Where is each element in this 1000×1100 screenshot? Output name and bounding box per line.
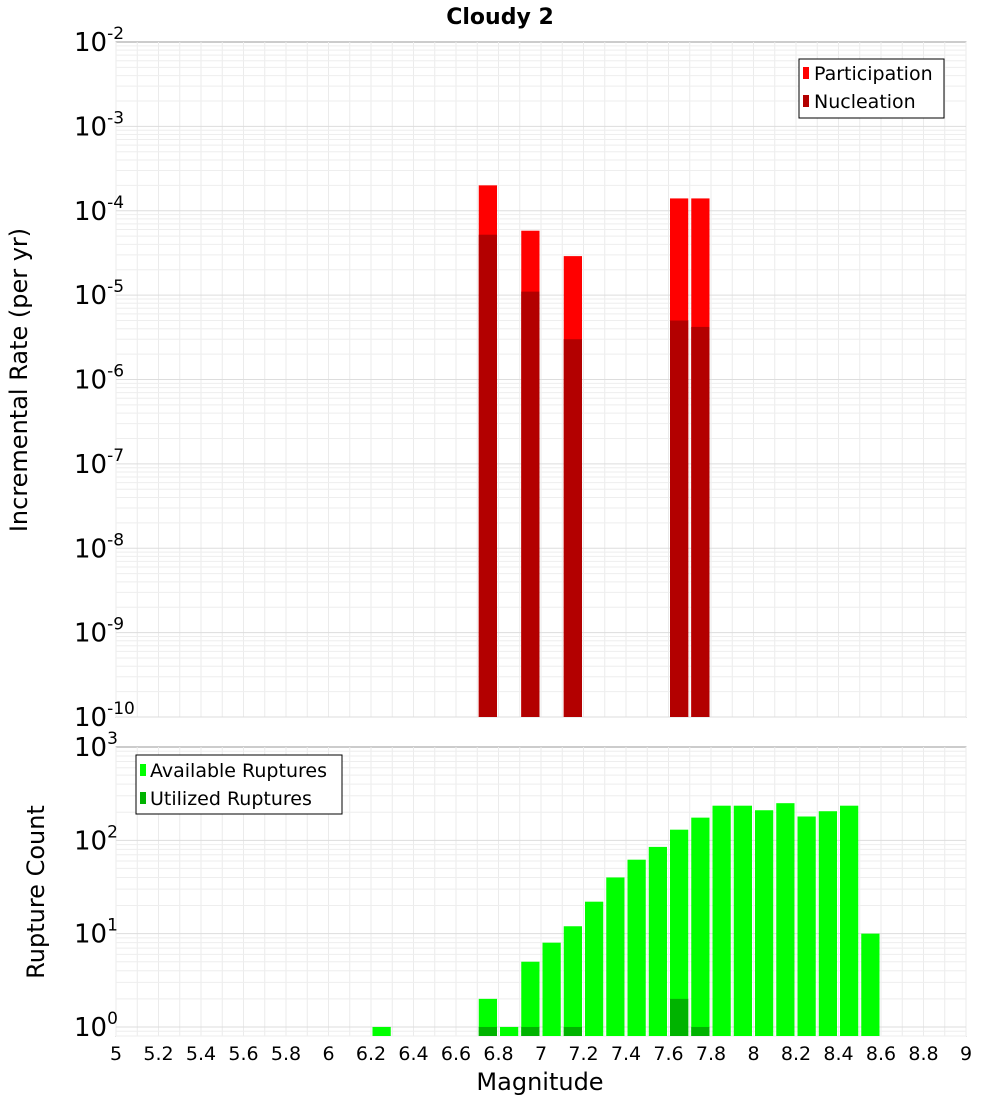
rate-y-axis-label: Incremental Rate (per yr) xyxy=(5,228,33,532)
rupture-count-panel: 100 101 102 103 5 5.2 5.4 5.6 5.8 6 6.2 6.4 6.6 6.8 7… xyxy=(22,729,972,1096)
bar-utilized-ruptures xyxy=(478,1026,497,1036)
rate-legend-box xyxy=(798,58,945,119)
bar-available-ruptures xyxy=(627,859,646,1036)
x-tick-label: 6.8 xyxy=(483,1043,513,1065)
y-tick-label: 10-9 xyxy=(74,615,124,649)
legend-swatch-nucleation xyxy=(803,95,809,107)
bar-available-ruptures xyxy=(648,846,667,1036)
rate-panel: 10-10 10-9 10-8 10-7 10-6 10-5 10-4 10-3 10-2 In… xyxy=(5,24,967,733)
bar-nucleation xyxy=(563,339,582,717)
y-tick-label: 10-3 xyxy=(74,108,124,142)
x-tick-label: 6.6 xyxy=(441,1043,471,1065)
x-tick-label: 5.6 xyxy=(228,1043,258,1065)
y-tick-label: 10-6 xyxy=(74,362,124,396)
legend-swatch-participation xyxy=(803,67,809,79)
y-tick-label: 10-10 xyxy=(74,699,135,733)
bar-available-ruptures xyxy=(712,805,731,1036)
rate-gridlines xyxy=(115,42,967,718)
y-tick-label: 100 xyxy=(74,1009,118,1043)
rate-y-ticks: 10-10 10-9 10-8 10-7 10-6 10-5 10-4 10-3 10-2 xyxy=(74,24,135,733)
y-tick-label: 101 xyxy=(74,916,118,950)
bar-available-ruptures xyxy=(521,961,540,1036)
bar-utilized-ruptures xyxy=(521,1026,540,1036)
legend-label-nucleation: Nucleation xyxy=(814,91,916,113)
x-tick-label: 8.4 xyxy=(823,1043,853,1065)
x-tick-label: 8.8 xyxy=(908,1043,938,1065)
rupture-count-y-axis-label: Rupture Count xyxy=(22,805,50,979)
bar-available-ruptures xyxy=(818,811,837,1036)
y-tick-label: 10-5 xyxy=(74,277,124,311)
x-tick-label: 7 xyxy=(535,1043,547,1065)
bar-nucleation xyxy=(670,320,689,717)
legend-label-available: Available Ruptures xyxy=(150,760,327,782)
bar-available-ruptures xyxy=(861,933,880,1036)
x-tick-label: 5 xyxy=(110,1043,122,1065)
bar-available-ruptures xyxy=(542,942,561,1036)
bar-available-ruptures xyxy=(755,810,774,1036)
bar-available-ruptures xyxy=(670,829,689,1036)
x-tick-label: 9 xyxy=(960,1043,972,1065)
bar-utilized-ruptures xyxy=(691,1026,710,1036)
y-tick-label: 102 xyxy=(74,822,118,856)
rate-bars xyxy=(478,185,710,718)
rupture-count-legend-box xyxy=(135,754,343,815)
bar-available-ruptures xyxy=(606,877,625,1036)
legend-swatch-available xyxy=(140,764,146,776)
bar-available-ruptures xyxy=(776,803,795,1036)
bar-available-ruptures xyxy=(691,817,710,1036)
bar-available-ruptures xyxy=(500,1026,519,1036)
bar-available-ruptures xyxy=(733,805,752,1036)
x-tick-label: 5.8 xyxy=(271,1043,301,1065)
legend-label-utilized: Utilized Ruptures xyxy=(150,788,312,810)
bar-utilized-ruptures xyxy=(670,998,689,1036)
x-tick-label: 8 xyxy=(747,1043,759,1065)
bar-available-ruptures xyxy=(372,1026,391,1036)
y-tick-label: 10-4 xyxy=(74,193,124,227)
x-tick-label: 6.4 xyxy=(398,1043,428,1065)
y-tick-label: 103 xyxy=(74,729,118,763)
magnitude-x-ticks: 5 5.2 5.4 5.6 5.8 6 6.2 6.4 6.6 6.8 7 7.2 7.4 7.6 7.8 8… xyxy=(110,1043,972,1065)
bar-available-ruptures xyxy=(797,816,816,1036)
x-tick-label: 7.2 xyxy=(568,1043,598,1065)
x-tick-label: 7.4 xyxy=(611,1043,641,1065)
bar-nucleation xyxy=(478,234,497,717)
bar-available-ruptures xyxy=(840,805,859,1036)
x-tick-label: 7.6 xyxy=(653,1043,683,1065)
x-tick-label: 8.2 xyxy=(781,1043,811,1065)
x-tick-label: 7.8 xyxy=(696,1043,726,1065)
x-tick-label: 5.4 xyxy=(186,1043,216,1065)
x-tick-label: 6 xyxy=(322,1043,334,1065)
x-tick-label: 8.6 xyxy=(866,1043,896,1065)
magnitude-x-axis-label: Magnitude xyxy=(476,1068,603,1096)
rupture-count-legend: Available Ruptures Utilized Ruptures xyxy=(135,754,343,815)
bar-nucleation xyxy=(521,291,540,717)
bar-nucleation xyxy=(691,326,710,717)
legend-label-participation: Participation xyxy=(814,63,933,85)
rupture-count-y-ticks: 100 101 102 103 xyxy=(74,729,118,1043)
bar-utilized-ruptures xyxy=(563,1026,582,1036)
rate-legend: Participation Nucleation xyxy=(798,58,945,119)
y-tick-label: 10-8 xyxy=(74,530,124,564)
x-tick-label: 6.2 xyxy=(356,1043,386,1065)
legend-swatch-utilized xyxy=(140,792,146,804)
bar-available-ruptures xyxy=(478,998,497,1036)
y-tick-label: 10-2 xyxy=(74,24,124,58)
bar-available-ruptures xyxy=(585,901,604,1036)
y-tick-label: 10-7 xyxy=(74,446,124,480)
chart-title: Cloudy 2 xyxy=(446,5,554,30)
rupture-count-bars xyxy=(372,803,880,1036)
x-tick-label: 5.2 xyxy=(143,1043,173,1065)
bar-available-ruptures xyxy=(563,926,582,1036)
